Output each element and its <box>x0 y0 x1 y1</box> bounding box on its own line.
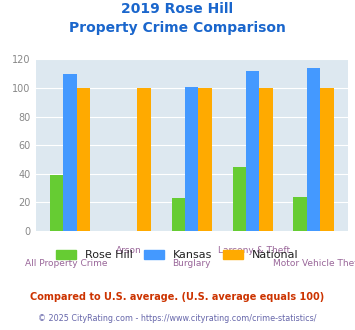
Bar <box>233 167 246 231</box>
Text: Burglary: Burglary <box>173 259 211 268</box>
Text: Larceny & Theft: Larceny & Theft <box>218 246 290 255</box>
Bar <box>77 88 90 231</box>
Bar <box>171 198 185 231</box>
Text: Motor Vehicle Theft: Motor Vehicle Theft <box>273 259 355 268</box>
Bar <box>320 88 334 231</box>
Text: Property Crime Comparison: Property Crime Comparison <box>69 21 286 35</box>
Text: © 2025 CityRating.com - https://www.cityrating.com/crime-statistics/: © 2025 CityRating.com - https://www.city… <box>38 314 317 323</box>
Bar <box>137 88 151 231</box>
Text: Arson: Arson <box>116 246 142 255</box>
Text: Compared to U.S. average. (U.S. average equals 100): Compared to U.S. average. (U.S. average … <box>31 292 324 302</box>
Legend: Rose Hill, Kansas, National: Rose Hill, Kansas, National <box>53 246 302 263</box>
Bar <box>260 88 273 231</box>
Bar <box>185 86 198 231</box>
Text: All Property Crime: All Property Crime <box>26 259 108 268</box>
Bar <box>294 197 307 231</box>
Text: 2019 Rose Hill: 2019 Rose Hill <box>121 2 234 16</box>
Bar <box>50 175 63 231</box>
Bar <box>307 68 320 231</box>
Bar <box>246 71 260 231</box>
Bar <box>63 74 77 231</box>
Bar <box>198 88 212 231</box>
